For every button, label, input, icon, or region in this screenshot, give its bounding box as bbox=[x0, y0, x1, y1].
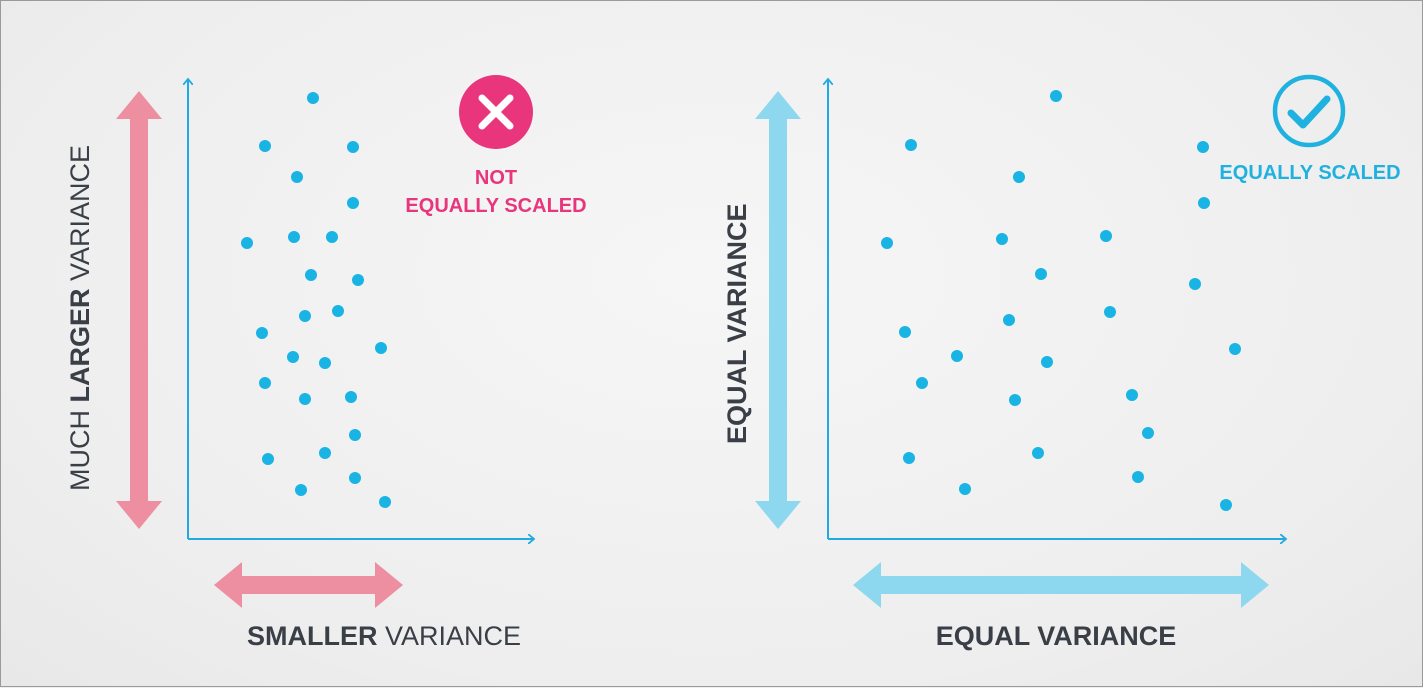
scatter-dot bbox=[256, 327, 268, 339]
scatter-dot bbox=[1035, 268, 1047, 280]
scatter-dot bbox=[899, 326, 911, 338]
scatter-dot bbox=[288, 231, 300, 243]
equal-variance-horizontal-arrow bbox=[853, 562, 1269, 608]
scatter-dot bbox=[347, 141, 359, 153]
right-y-axis-label: EQUAL VARIANCE bbox=[722, 203, 752, 444]
scatter-dot bbox=[379, 496, 391, 508]
scatter-dot bbox=[241, 237, 253, 249]
scatter-dot bbox=[1132, 471, 1144, 483]
scatter-dot bbox=[1032, 447, 1044, 459]
scatter-dot bbox=[295, 484, 307, 496]
scatter-dot bbox=[291, 171, 303, 183]
scatter-dot bbox=[287, 351, 299, 363]
not-scaled-line2: EQUALLY SCALED bbox=[405, 195, 586, 217]
scatter-dot bbox=[1197, 141, 1209, 153]
scatter-dot bbox=[259, 377, 271, 389]
small-variance-arrow bbox=[214, 562, 403, 608]
scatter-dot bbox=[916, 377, 928, 389]
scatter-dot bbox=[307, 92, 319, 104]
scatter-dot bbox=[1189, 278, 1201, 290]
scatter-dot bbox=[1198, 197, 1210, 209]
scatter-dot bbox=[1009, 394, 1021, 406]
scatter-dot bbox=[881, 237, 893, 249]
large-variance-arrow bbox=[116, 91, 162, 529]
scatter-dot bbox=[1229, 343, 1241, 355]
not-scaled-line1: NOT bbox=[475, 167, 517, 189]
scatter-dot bbox=[319, 447, 331, 459]
scatter-dot bbox=[345, 391, 357, 403]
scatter-dot bbox=[262, 453, 274, 465]
scatter-dot bbox=[326, 231, 338, 243]
scatter-dot bbox=[319, 357, 331, 369]
scatter-dot bbox=[259, 140, 271, 152]
x-icon bbox=[459, 75, 533, 149]
right-scatter-points bbox=[881, 90, 1241, 511]
scatter-dot bbox=[375, 342, 387, 354]
scatter-dot bbox=[332, 305, 344, 317]
left-panel: MUCH LARGER VARIANCE SMALLER VARIANCE NO… bbox=[65, 75, 587, 651]
scatter-dot bbox=[1050, 90, 1062, 102]
equal-variance-vertical-arrow bbox=[755, 91, 801, 529]
scatter-dot bbox=[1100, 230, 1112, 242]
scatter-dot bbox=[903, 452, 915, 464]
scatter-dot bbox=[299, 310, 311, 322]
scatter-dot bbox=[1013, 171, 1025, 183]
right-panel: EQUAL VARIANCE EQUAL VARIANCE EQUALLY SC… bbox=[722, 74, 1401, 651]
left-y-axis-label: MUCH LARGER VARIANCE bbox=[65, 145, 95, 491]
scatter-dot bbox=[1220, 499, 1232, 511]
scatter-dot bbox=[1003, 314, 1015, 326]
scatter-dot bbox=[951, 350, 963, 362]
scatter-dot bbox=[905, 139, 917, 151]
scatter-dot bbox=[1041, 356, 1053, 368]
scatter-dot bbox=[347, 197, 359, 209]
left-scatter-points bbox=[241, 92, 391, 508]
equally-scaled-label: EQUALLY SCALED bbox=[1219, 162, 1400, 184]
scatter-dot bbox=[1142, 427, 1154, 439]
scatter-dot bbox=[352, 274, 364, 286]
right-x-axis-label: EQUAL VARIANCE bbox=[936, 621, 1177, 651]
scatter-dot bbox=[299, 393, 311, 405]
scatter-dot bbox=[305, 269, 317, 281]
scatter-dot bbox=[996, 233, 1008, 245]
scatter-dot bbox=[1104, 306, 1116, 318]
scatter-dot bbox=[349, 429, 361, 441]
check-icon bbox=[1272, 74, 1346, 148]
left-x-axis-label: SMALLER VARIANCE bbox=[247, 621, 521, 651]
scatter-dot bbox=[349, 472, 361, 484]
scatter-dot bbox=[959, 483, 971, 495]
scatter-dot bbox=[1126, 389, 1138, 401]
